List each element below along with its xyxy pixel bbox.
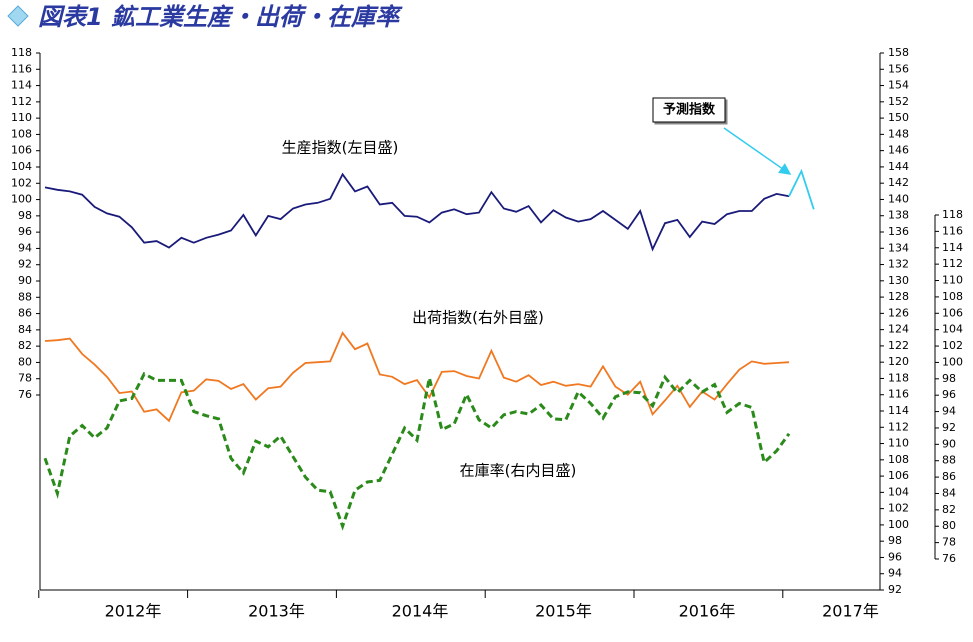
- tick-label: 108: [11, 127, 32, 140]
- title-icon: [7, 5, 29, 27]
- x-tick-label: 2013年: [248, 602, 305, 621]
- tick-label: 102: [888, 502, 909, 515]
- x-tick-label: 2014年: [392, 602, 449, 621]
- tick-label: 106: [11, 144, 32, 157]
- annotation: 生産指数(左目盛): [282, 139, 399, 157]
- tick-label: 82: [942, 503, 956, 516]
- tick-label: 98: [18, 209, 32, 222]
- tick-label: 84: [18, 323, 32, 336]
- tick-label: 108: [888, 453, 909, 466]
- tick-label: 90: [942, 437, 956, 450]
- annotation: 予測指数: [663, 102, 716, 118]
- tick-label: 128: [888, 290, 909, 303]
- annotation: 在庫率(右内目盛): [460, 462, 577, 480]
- tick-label: 114: [11, 79, 32, 92]
- tick-label: 112: [888, 420, 909, 433]
- tick-label: 116: [888, 388, 909, 401]
- x-tick-label: 2015年: [535, 602, 592, 621]
- series-line: [788, 168, 815, 210]
- tick-label: 112: [11, 95, 32, 108]
- tick-label: 84: [942, 486, 956, 499]
- tick-label: 104: [11, 160, 32, 173]
- tick-label: 94: [888, 567, 902, 580]
- tick-label: 154: [888, 79, 909, 92]
- tick-label: 124: [888, 323, 909, 336]
- tick-label: 146: [888, 144, 909, 157]
- series-line: [44, 331, 790, 423]
- tick-label: 116: [942, 224, 963, 237]
- tick-label: 92: [888, 583, 902, 596]
- tick-label: 156: [888, 62, 909, 75]
- tick-label: 76: [18, 388, 32, 401]
- tick-label: 80: [942, 519, 956, 532]
- series-line: [44, 172, 790, 252]
- tick-label: 122: [888, 339, 909, 352]
- tick-label: 106: [888, 469, 909, 482]
- annotation: 出荷指数(右外目盛): [412, 309, 544, 327]
- tick-label: 114: [942, 241, 963, 254]
- tick-label: 86: [942, 470, 956, 483]
- tick-label: 82: [18, 339, 32, 352]
- tick-label: 78: [942, 536, 956, 549]
- tick-label: 118: [942, 208, 963, 221]
- tick-label: 118: [11, 46, 32, 59]
- tick-label: 98: [888, 534, 902, 547]
- tick-label: 110: [942, 274, 963, 287]
- tick-label: 132: [888, 258, 909, 271]
- x-tick-label: 2012年: [105, 602, 162, 621]
- tick-label: 126: [888, 306, 909, 319]
- tick-label: 94: [18, 241, 32, 254]
- tick-label: 96: [18, 225, 32, 238]
- tick-label: 144: [888, 160, 909, 173]
- tick-label: 92: [18, 258, 32, 271]
- tick-label: 106: [942, 306, 963, 319]
- tick-label: 118: [888, 371, 909, 384]
- tick-label: 100: [888, 518, 909, 531]
- tick-label: 78: [18, 372, 32, 385]
- tick-label: 96: [888, 550, 902, 563]
- series-line: [43, 371, 791, 531]
- tick-label: 134: [888, 241, 909, 254]
- tick-label: 88: [18, 290, 32, 303]
- tick-label: 130: [888, 274, 909, 287]
- tick-label: 104: [942, 323, 963, 336]
- tick-label: 110: [888, 437, 909, 450]
- tick-label: 158: [888, 46, 909, 59]
- tick-label: 102: [11, 176, 32, 189]
- tick-label: 104: [888, 485, 909, 498]
- tick-label: 98: [942, 372, 956, 385]
- tick-label: 148: [888, 127, 909, 140]
- tick-label: 114: [888, 404, 909, 417]
- x-tick-label: 2016年: [679, 602, 736, 621]
- tick-label: 96: [942, 388, 956, 401]
- x-tick-label: 2017年: [822, 602, 879, 621]
- tick-label: 150: [888, 111, 909, 124]
- tick-label: 76: [942, 552, 956, 565]
- annotation-box: [652, 97, 726, 123]
- tick-label: 100: [942, 355, 963, 368]
- tick-label: 94: [942, 405, 956, 418]
- tick-label: 152: [888, 95, 909, 108]
- tick-label: 86: [18, 307, 32, 320]
- tick-label: 116: [11, 62, 32, 75]
- tick-label: 100: [11, 193, 32, 206]
- tick-label: 140: [888, 192, 909, 205]
- annotation-arrow: [723, 127, 792, 175]
- tick-label: 142: [888, 176, 909, 189]
- tick-label: 92: [942, 421, 956, 434]
- tick-label: 88: [942, 454, 956, 467]
- tick-label: 80: [18, 355, 32, 368]
- tick-label: 102: [942, 339, 963, 352]
- tick-label: 120: [888, 355, 909, 368]
- tick-label: 136: [888, 225, 909, 238]
- tick-label: 112: [942, 257, 963, 270]
- tick-label: 90: [18, 274, 32, 287]
- tick-label: 138: [888, 209, 909, 222]
- tick-label: 108: [942, 290, 963, 303]
- chart-title: 図表1 鉱工業生産・出荷・在庫率: [38, 3, 403, 31]
- tick-label: 110: [11, 111, 32, 124]
